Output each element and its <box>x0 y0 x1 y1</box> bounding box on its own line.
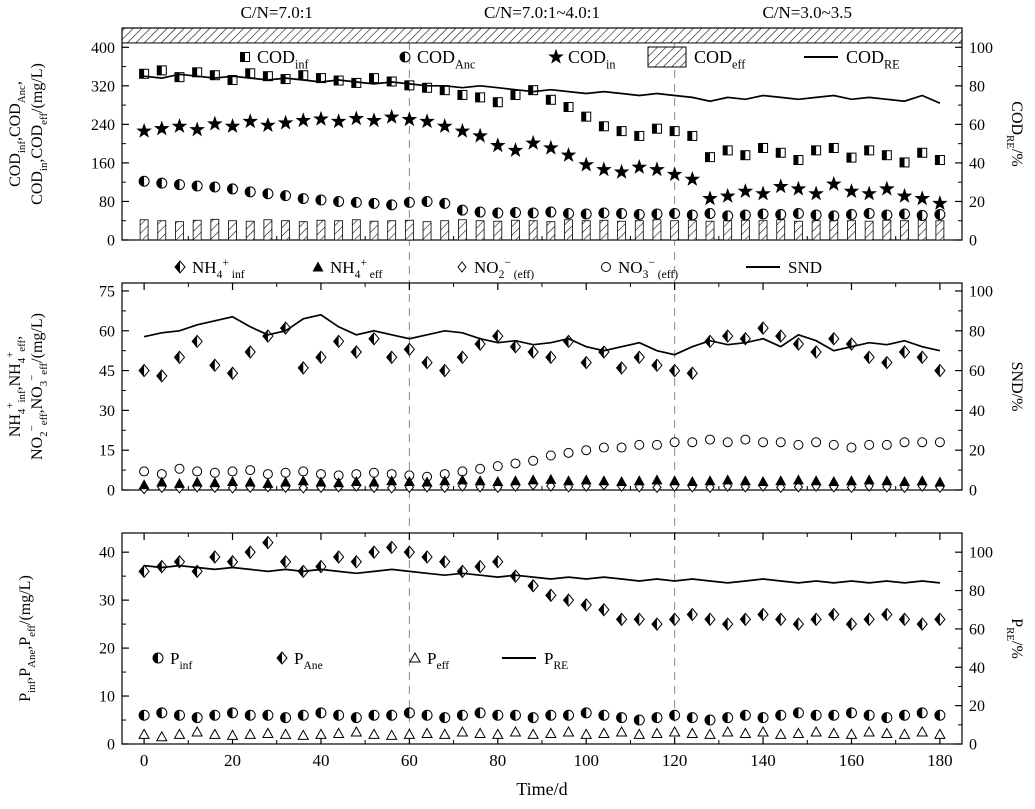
left-axis-title: CODin,CODeff/(mg/L) <box>29 63 50 205</box>
right-tick-label: 80 <box>969 78 985 95</box>
left-tick-label: 75 <box>99 283 115 300</box>
legend-label: NO2− (eff) <box>474 256 534 281</box>
x-axis-labels: 0 20 40 60 80 100 120 140 160 180 Time/d <box>140 751 953 799</box>
series-SND <box>143 313 941 356</box>
right-tick-label: 100 <box>969 545 993 562</box>
legend-label: Pinf <box>170 649 192 672</box>
legend-label: CODRE <box>846 47 900 71</box>
legend-label: CODAnc <box>417 47 476 71</box>
legend-cod-panel: CODinf CODAnc CODin CODeff CODRE <box>240 46 900 71</box>
right-tick-label: 20 <box>969 443 985 460</box>
series-P_eff <box>138 725 946 742</box>
legend-label: CODinf <box>257 47 310 71</box>
legend-nitrogen-panel: NH4+ inf NH4+ eff NO2− (eff) NO3− (eff) SND <box>174 256 822 281</box>
left-tick-label: 10 <box>99 689 115 706</box>
left-tick-label: 60 <box>99 323 115 340</box>
x-tick-label: 80 <box>489 751 506 770</box>
legend-label: SND <box>788 258 822 277</box>
right-tick-label: 0 <box>969 483 977 500</box>
left-tick-label: 15 <box>99 443 115 460</box>
left-tick-label: 0 <box>107 233 115 250</box>
right-axis-title: PRE/% <box>1004 618 1025 659</box>
phase-guide-lines <box>408 28 676 744</box>
aeration-hatched-band <box>121 27 963 44</box>
right-tick-label: 60 <box>969 363 985 380</box>
left-tick-label: 160 <box>91 155 115 172</box>
left-tick-label: 0 <box>107 483 115 500</box>
right-tick-label: 40 <box>969 403 985 420</box>
left-axis-title: NO2−eff,NO3−eff/(mg/L) <box>27 313 50 460</box>
legend-label: NO3− (eff) <box>618 256 678 281</box>
x-tick-label: 120 <box>662 751 688 770</box>
right-tick-label: 0 <box>969 233 977 250</box>
x-tick-label: 0 <box>140 751 149 770</box>
right-tick-label: 20 <box>969 194 985 211</box>
left-tick-label: 30 <box>99 403 115 420</box>
series-COD_eff <box>139 218 945 241</box>
left-tick-label: 30 <box>99 593 115 610</box>
phase-label-2: C/N=7.0:1~4.0:1 <box>484 3 600 22</box>
left-axis-title: NH4+inf,NH4+eff, <box>5 336 28 437</box>
legend-label: PAne <box>294 649 323 672</box>
series-NH4_inf <box>138 321 946 383</box>
series-P_inf <box>138 707 946 726</box>
right-axis-title: SND/% <box>1008 362 1025 412</box>
left-tick-label: 40 <box>99 545 115 562</box>
x-tick-label: 180 <box>927 751 953 770</box>
legend-phosphorus-panel: Pinf PAne Peff PRE <box>152 649 568 672</box>
legend-label: NH4+ inf <box>192 256 245 281</box>
x-tick-label: 40 <box>312 751 329 770</box>
x-tick-label: 100 <box>573 751 599 770</box>
series-P_Ane <box>138 535 946 631</box>
left-tick-label: 45 <box>99 363 115 380</box>
series-NO3_eff <box>139 434 945 482</box>
right-tick-label: 80 <box>969 583 985 600</box>
series-COD_Anc <box>138 175 946 222</box>
right-tick-label: 100 <box>969 40 993 57</box>
series-COD_RE <box>144 73 941 104</box>
panel-frame <box>121 282 963 491</box>
series-P_RE <box>144 564 940 584</box>
left-tick-label: 400 <box>91 40 115 57</box>
left-tick-label: 320 <box>91 78 115 95</box>
right-tick-label: 40 <box>969 660 985 677</box>
right-tick-label: 0 <box>969 737 977 754</box>
right-tick-label: 40 <box>969 155 985 172</box>
right-tick-label: 60 <box>969 621 985 638</box>
series-COD_inf <box>139 65 945 168</box>
left-tick-label: 0 <box>107 737 115 754</box>
left-tick-label: 80 <box>99 194 115 211</box>
legend-label: CODin <box>568 47 616 71</box>
x-tick-label: 160 <box>839 751 865 770</box>
right-tick-label: 100 <box>969 283 993 300</box>
phase-label-3: C/N=3.0~3.5 <box>762 3 852 22</box>
legend-label: PRE <box>544 649 568 672</box>
legend-label: CODeff <box>694 47 746 71</box>
legend-label: Peff <box>427 649 449 672</box>
legend-label: NH4+ eff <box>330 256 383 281</box>
phase-label-1: C/N=7.0:1 <box>241 3 313 22</box>
right-tick-label: 60 <box>969 117 985 134</box>
left-tick-label: 20 <box>99 641 115 658</box>
right-tick-label: 20 <box>969 698 985 715</box>
phase-labels: C/N=7.0:1 C/N=7.0:1~4.0:1 C/N=3.0~3.5 <box>241 3 853 22</box>
left-axis-title: Pinf,PAne,Peff/(mg/L) <box>17 575 38 702</box>
series-NH4_eff <box>138 473 946 490</box>
x-tick-label: 140 <box>750 751 776 770</box>
left-axis-title: CODinf,CODAnc, <box>7 81 28 187</box>
left-tick-label: 240 <box>91 117 115 134</box>
right-tick-label: 80 <box>969 323 985 340</box>
right-axis-title: CODRE/% <box>1004 101 1025 166</box>
x-tick-label: 20 <box>224 751 241 770</box>
series-COD_in <box>136 108 948 211</box>
x-tick-label: 60 <box>401 751 418 770</box>
x-axis-title: Time/d <box>516 779 567 799</box>
